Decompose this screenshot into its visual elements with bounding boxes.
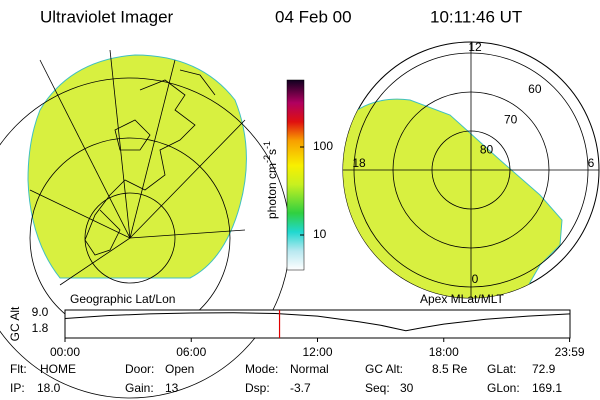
altitude-line [64, 312, 571, 332]
title: Ultraviolet Imager [40, 7, 174, 26]
lat-ring [392, 91, 550, 249]
timeline-frame [64, 309, 571, 339]
lat-label: 60 [528, 82, 542, 96]
polar-plot [342, 41, 600, 299]
status-label: Dsp: [245, 381, 270, 395]
status-value: Normal [290, 362, 329, 376]
status-value: 72.9 [532, 362, 556, 376]
panel-label: Geographic Lat/Lon [70, 292, 175, 306]
x-tick-label: 12:00 [302, 345, 332, 359]
colorbar [286, 79, 305, 271]
timeline-ylabel: GC Alt [8, 306, 22, 341]
colorbar-tick-label: 100 [313, 139, 333, 153]
panel-label: Apex MLat/MLT [420, 292, 504, 306]
status-label: Door: [125, 362, 154, 376]
lat-label: 70 [504, 112, 518, 126]
x-tick-label: 00:00 [50, 345, 80, 359]
geographic-image [0, 49, 291, 399]
status-value: 8.5 Re [432, 362, 468, 376]
status-value: 13 [165, 381, 179, 395]
colorbar-tick-label: 10 [313, 227, 327, 241]
x-tick-label: 18:00 [429, 345, 459, 359]
status-label: IP: [10, 381, 25, 395]
status-label: GLon: [487, 381, 520, 395]
date: 04 Feb 00 [275, 7, 352, 26]
mlt-label: 6 [588, 156, 595, 170]
colorbar-label: photon cm-2s-1 [262, 141, 279, 219]
lat-ring [431, 130, 511, 210]
mlt-label: 12 [468, 40, 482, 54]
status-value: 30 [400, 381, 414, 395]
mlt-label: 0 [472, 272, 479, 286]
lat-label: 80 [480, 143, 494, 157]
mlt-label: 18 [352, 156, 366, 170]
y-tick-label: 9.0 [32, 305, 49, 319]
time: 10:11:46 UT [430, 7, 522, 26]
lat-ring [353, 52, 589, 288]
status-value: 18.0 [37, 381, 61, 395]
status-label: Seq: [365, 381, 390, 395]
status-label: GLat: [487, 362, 516, 376]
y-tick-label: 1.8 [32, 321, 49, 335]
x-tick-label: 23:59 [555, 345, 585, 359]
x-tick-label: 06:00 [176, 345, 206, 359]
status-value: -3.7 [290, 381, 311, 395]
status-value: 169.1 [532, 381, 562, 395]
status-value: HOME [40, 362, 76, 376]
status-label: GC Alt: [365, 362, 403, 376]
status-label: Flt: [10, 362, 27, 376]
status-label: Mode: [245, 362, 278, 376]
status-label: Gain: [125, 381, 154, 395]
status-value: Open [165, 362, 194, 376]
